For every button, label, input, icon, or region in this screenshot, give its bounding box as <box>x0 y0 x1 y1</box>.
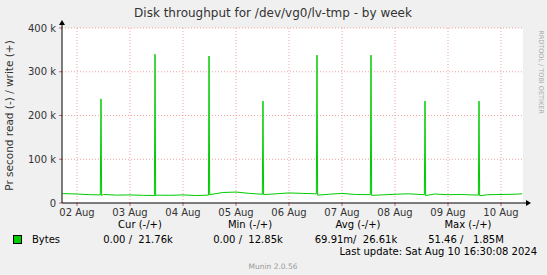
tick-label: 03 Aug <box>112 207 147 218</box>
y-axis <box>62 24 63 203</box>
grid-line <box>62 115 523 116</box>
axis-arrow <box>526 200 531 206</box>
tick-label: 04 Aug <box>165 207 200 218</box>
grid-line <box>62 28 523 29</box>
y-axis-label: Pr second read (-) / write (+) <box>3 40 15 191</box>
tick-label: 06 Aug <box>271 207 306 218</box>
tick-label: 300 k <box>28 66 56 77</box>
tick-label: 09 Aug <box>430 207 465 218</box>
grid-line <box>236 28 237 203</box>
legend-value: 0.00 / 21.76k <box>103 234 173 245</box>
chart: 0 100 k 200 k 300 k 400 k 02 Aug 03 Aug 04 Aug 0… <box>0 0 547 275</box>
grid-line <box>62 71 523 72</box>
tick-label: 10 Aug <box>483 207 518 218</box>
tick-label: 0 <box>50 198 56 209</box>
data-line <box>62 54 522 196</box>
tick-label: 05 Aug <box>218 207 253 218</box>
legend-label: Bytes <box>32 234 60 245</box>
grid-line <box>62 159 523 160</box>
watermark: RRDTOOL / TOBI OETIKER <box>537 30 545 114</box>
footer: Last update: Sat Aug 10 16:30:08 2024 <box>339 246 537 257</box>
version: Munin 2.0.56 <box>248 262 297 271</box>
grid-line <box>129 28 130 203</box>
plot-area <box>62 28 523 203</box>
grid-line <box>289 28 290 203</box>
tick-label: 400 k <box>28 23 56 34</box>
legend-header: Max (-/+) <box>444 219 491 230</box>
tick-label: 02 Aug <box>59 207 94 218</box>
tick-label: 08 Aug <box>377 207 412 218</box>
legend-swatch <box>14 236 22 244</box>
legend-header: Min (-/+) <box>228 219 272 230</box>
grid-line <box>395 28 396 203</box>
legend-value: 51.46 / 1.85M <box>428 234 504 245</box>
axis-arrow <box>59 20 65 25</box>
legend-header: Cur (-/+) <box>118 219 162 230</box>
data-group <box>62 54 522 196</box>
background <box>0 0 547 275</box>
grid-line <box>76 28 77 203</box>
grid-line <box>501 28 502 203</box>
tick-label: 100 k <box>28 154 56 165</box>
tick-label: 200 k <box>28 110 56 121</box>
tick-label: 07 Aug <box>324 207 359 218</box>
grid-line <box>342 28 343 203</box>
x-axis <box>62 203 527 204</box>
legend-value: 0.00 / 12.85k <box>213 234 283 245</box>
legend-value: 69.91m/ 26.61k <box>315 234 398 245</box>
grid-line <box>448 28 449 203</box>
legend-header: Avg (-/+) <box>336 219 381 230</box>
title: Disk throughput for /dev/vg0/lv-tmp - by… <box>134 6 412 20</box>
grid-line <box>183 28 184 203</box>
